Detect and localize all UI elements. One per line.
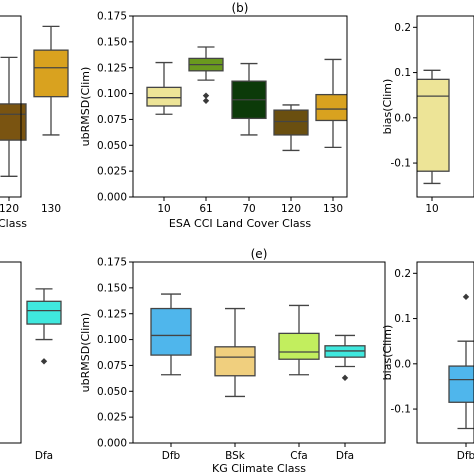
x-tick-label: BSk [225, 450, 246, 462]
box-Dfa [26, 288, 62, 365]
y-tick-label: 0.175 [97, 11, 127, 23]
x-tick-label: Dfa [336, 450, 354, 462]
box-iqr [417, 78, 450, 172]
box-iqr [273, 109, 309, 136]
outlier-point [202, 92, 210, 99]
axes-frame [416, 261, 474, 444]
y-tick-label: 0.0 [394, 112, 411, 124]
box-70 [231, 62, 267, 136]
panel-right-top: -0.1 0.0 0.1 0.2 10 bias(Clim) [381, 15, 474, 215]
box-BSk [214, 307, 256, 398]
y-tick-label: 0.100 [97, 88, 127, 100]
panel-b: 0.000 0.025 0.050 0.075 0.100 0.125 0.150 0.175… [79, 1, 348, 230]
x-tick-label: 10 [157, 203, 170, 215]
box-iqr [0, 103, 27, 141]
outlier-point [202, 97, 210, 105]
x-tick-label: Dfb [162, 450, 181, 462]
x-tick-label: 130 [323, 203, 343, 215]
y-tick-label: 0.025 [97, 412, 127, 424]
y-tick-label: 0.150 [97, 36, 127, 48]
plot-area [448, 293, 474, 430]
box-130 [315, 58, 347, 149]
box-130 [33, 25, 69, 136]
y-tick-label: 0.100 [97, 334, 127, 346]
plot-area [417, 69, 450, 185]
y-tick-label: 0.175 [97, 257, 127, 269]
box-10 [417, 69, 450, 185]
box-iqr [33, 49, 69, 98]
x-axis-label: Class [0, 217, 27, 230]
box-120 [273, 104, 309, 152]
plot-area [146, 46, 347, 152]
y-tick-label: 0.075 [97, 114, 127, 126]
x-axis-label: KG Climate Class [212, 462, 306, 474]
x-tick-label: 120 [281, 203, 301, 215]
panel-left-bottom: Dfa [0, 261, 62, 462]
y-axis-label: ubRMSD(Clim) [79, 67, 92, 147]
x-axis-label: ESA CCI Land Cover Class [169, 217, 311, 230]
box-iqr [146, 86, 182, 107]
x-tick-label: 61 [199, 203, 212, 215]
y-tick-label: -0.1 [391, 158, 412, 170]
y-tick-label: 0.2 [394, 268, 411, 280]
plot-area [26, 288, 62, 365]
y-tick-label: 0.025 [97, 166, 127, 178]
box-10 [146, 61, 182, 115]
box-iqr [315, 93, 347, 122]
outlier-point [341, 374, 349, 382]
y-tick-label: 0.0 [394, 358, 411, 370]
y-tick-label: 0.000 [97, 438, 127, 450]
box-Dfb [448, 293, 474, 430]
box-iqr [214, 346, 256, 377]
box-iqr [26, 300, 62, 325]
y-tick-label: 0.000 [97, 192, 127, 204]
outlier-point [40, 358, 48, 365]
plot-area [0, 25, 69, 177]
panel-title: (e) [251, 247, 268, 261]
axes-frame [416, 15, 474, 198]
x-tick-label: Cfa [290, 450, 307, 462]
axes-frame [0, 261, 22, 444]
x-tick-label: Dfb [457, 450, 474, 462]
y-tick-label: 0.1 [394, 313, 411, 325]
panel-right-bottom: -0.1 0.0 0.1 0.2 Dfb bias(Clim) [381, 261, 474, 462]
x-tick-label: 120 [0, 203, 19, 215]
panel-left-top: 120 130 Class [0, 15, 69, 230]
x-tick-label: Dfa [35, 450, 53, 462]
y-tick-label: 0.125 [97, 62, 127, 74]
panel-e: 0.000 0.025 0.050 0.075 0.100 0.125 0.150 0.175… [79, 247, 386, 474]
y-axis-label: bias(Clim) [381, 79, 394, 135]
box-iqr [278, 332, 320, 360]
y-tick-label: 0.2 [394, 22, 411, 34]
x-tick-label: 70 [242, 203, 255, 215]
y-tick-label: 0.050 [97, 140, 127, 152]
box-Dfb [150, 293, 192, 376]
box-Cfa [278, 304, 320, 376]
y-tick-label: 0.150 [97, 282, 127, 294]
y-axis-label: ubRMSD(Clim) [79, 313, 92, 393]
y-tick-label: 0.050 [97, 386, 127, 398]
x-tick-label: 130 [41, 203, 61, 215]
y-tick-label: -0.1 [391, 404, 412, 416]
box-61 [188, 46, 224, 105]
box-iqr [448, 365, 474, 403]
y-tick-label: 0.075 [97, 360, 127, 372]
y-axis-label: bias(Clim) [381, 325, 394, 381]
y-tick-label: 0.1 [394, 67, 411, 79]
x-tick-label: 10 [425, 203, 438, 215]
axes-frame [132, 15, 348, 198]
outlier-point [462, 293, 470, 301]
y-tick-label: 0.125 [97, 308, 127, 320]
plot-area [150, 293, 366, 398]
box-iqr [150, 307, 192, 356]
box-120 [0, 56, 27, 177]
panel-title: (b) [232, 1, 249, 15]
box-Dfa [324, 334, 366, 382]
axes-frame [132, 261, 386, 444]
